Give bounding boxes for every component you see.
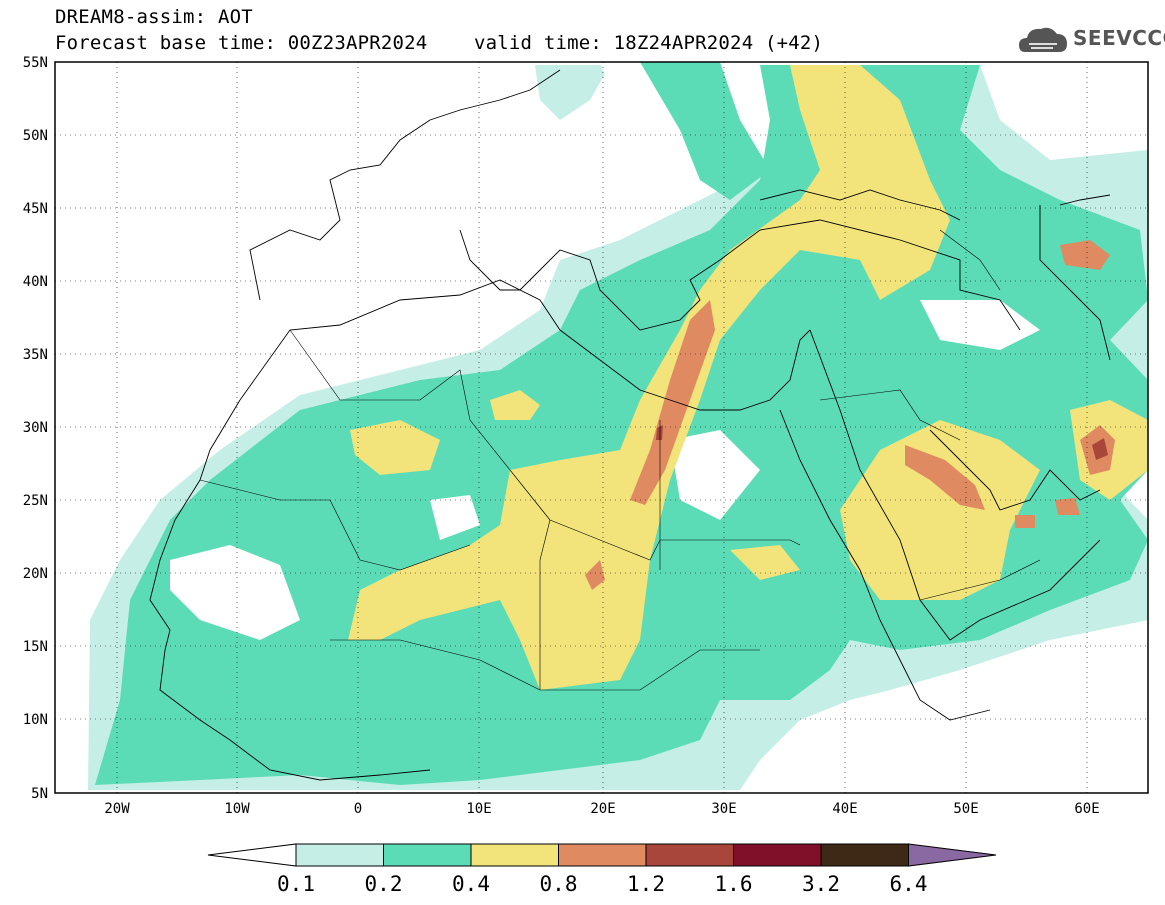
lat-axis: 55N 50N 45N 40N 35N 30N 25N 20N 15N 10N …	[23, 55, 48, 802]
lat-tick-label: 55N	[23, 55, 48, 71]
logo-text: SEEVCCC	[1073, 26, 1165, 50]
colorbar-label: 1.2	[627, 872, 665, 896]
forecast-times: Forecast base time: 00Z23APR2024 valid t…	[55, 32, 824, 54]
aot-clear-areas	[170, 62, 1040, 640]
grid	[55, 62, 1148, 793]
lon-tick-label: 50E	[953, 801, 978, 817]
colorbar-segment	[820, 843, 909, 867]
lon-tick-label: 60E	[1074, 801, 1099, 817]
colorbar-label: 6.4	[889, 872, 928, 896]
country-borders	[199, 229, 1041, 691]
colorbar-label: 0.1	[277, 872, 315, 896]
colorbar-label: 3.2	[802, 872, 840, 896]
colorbar-segment	[645, 843, 734, 867]
aot-level-0.4	[348, 65, 1148, 690]
colorbar-label: 0.4	[452, 872, 490, 896]
aot-field	[88, 62, 1148, 790]
lon-tick-label: 10W	[224, 801, 250, 817]
lat-tick-label: 45N	[23, 201, 48, 217]
aot-level-1.2	[656, 425, 1108, 460]
colorbar-low-arrow	[207, 843, 297, 867]
colorbar-segment	[558, 843, 647, 867]
lat-tick-label: 10N	[23, 712, 48, 728]
lon-tick-label: 20W	[104, 801, 130, 817]
colorbar-segment	[295, 843, 384, 867]
colorbar-label: 0.2	[364, 872, 403, 896]
lat-tick-label: 40N	[23, 274, 48, 290]
lon-tick-label: 0	[354, 801, 362, 817]
lat-tick-label: 5N	[31, 786, 48, 802]
colorbar	[207, 843, 997, 867]
colorbar-segment	[383, 843, 472, 867]
lon-tick-label: 10E	[466, 801, 491, 817]
lat-tick-label: 35N	[23, 347, 48, 363]
lat-tick-label: 50N	[23, 128, 48, 144]
lat-tick-label: 15N	[23, 639, 48, 655]
chart-title: DREAM8-assim: AOT	[55, 6, 253, 28]
lon-tick-label: 20E	[590, 801, 615, 817]
map-frame	[54, 61, 1149, 794]
lat-tick-label: 20N	[23, 566, 48, 582]
colorbar-high-arrow	[908, 843, 997, 867]
colorbar-segment	[470, 843, 559, 867]
colorbar-label: 0.8	[539, 872, 578, 896]
cloud-logo-icon	[1019, 27, 1067, 52]
lat-tick-label: 25N	[23, 493, 48, 509]
lat-tick-label: 30N	[23, 420, 48, 436]
lon-tick-label: 40E	[832, 801, 857, 817]
colorbar-label: 1.6	[714, 872, 753, 896]
lon-axis: 20W 10W 0 10E 20E 30E 40E 50E 60E	[104, 801, 1099, 817]
lon-tick-label: 30E	[711, 801, 736, 817]
coastlines	[149, 69, 1111, 781]
colorbar-segment	[733, 843, 822, 867]
